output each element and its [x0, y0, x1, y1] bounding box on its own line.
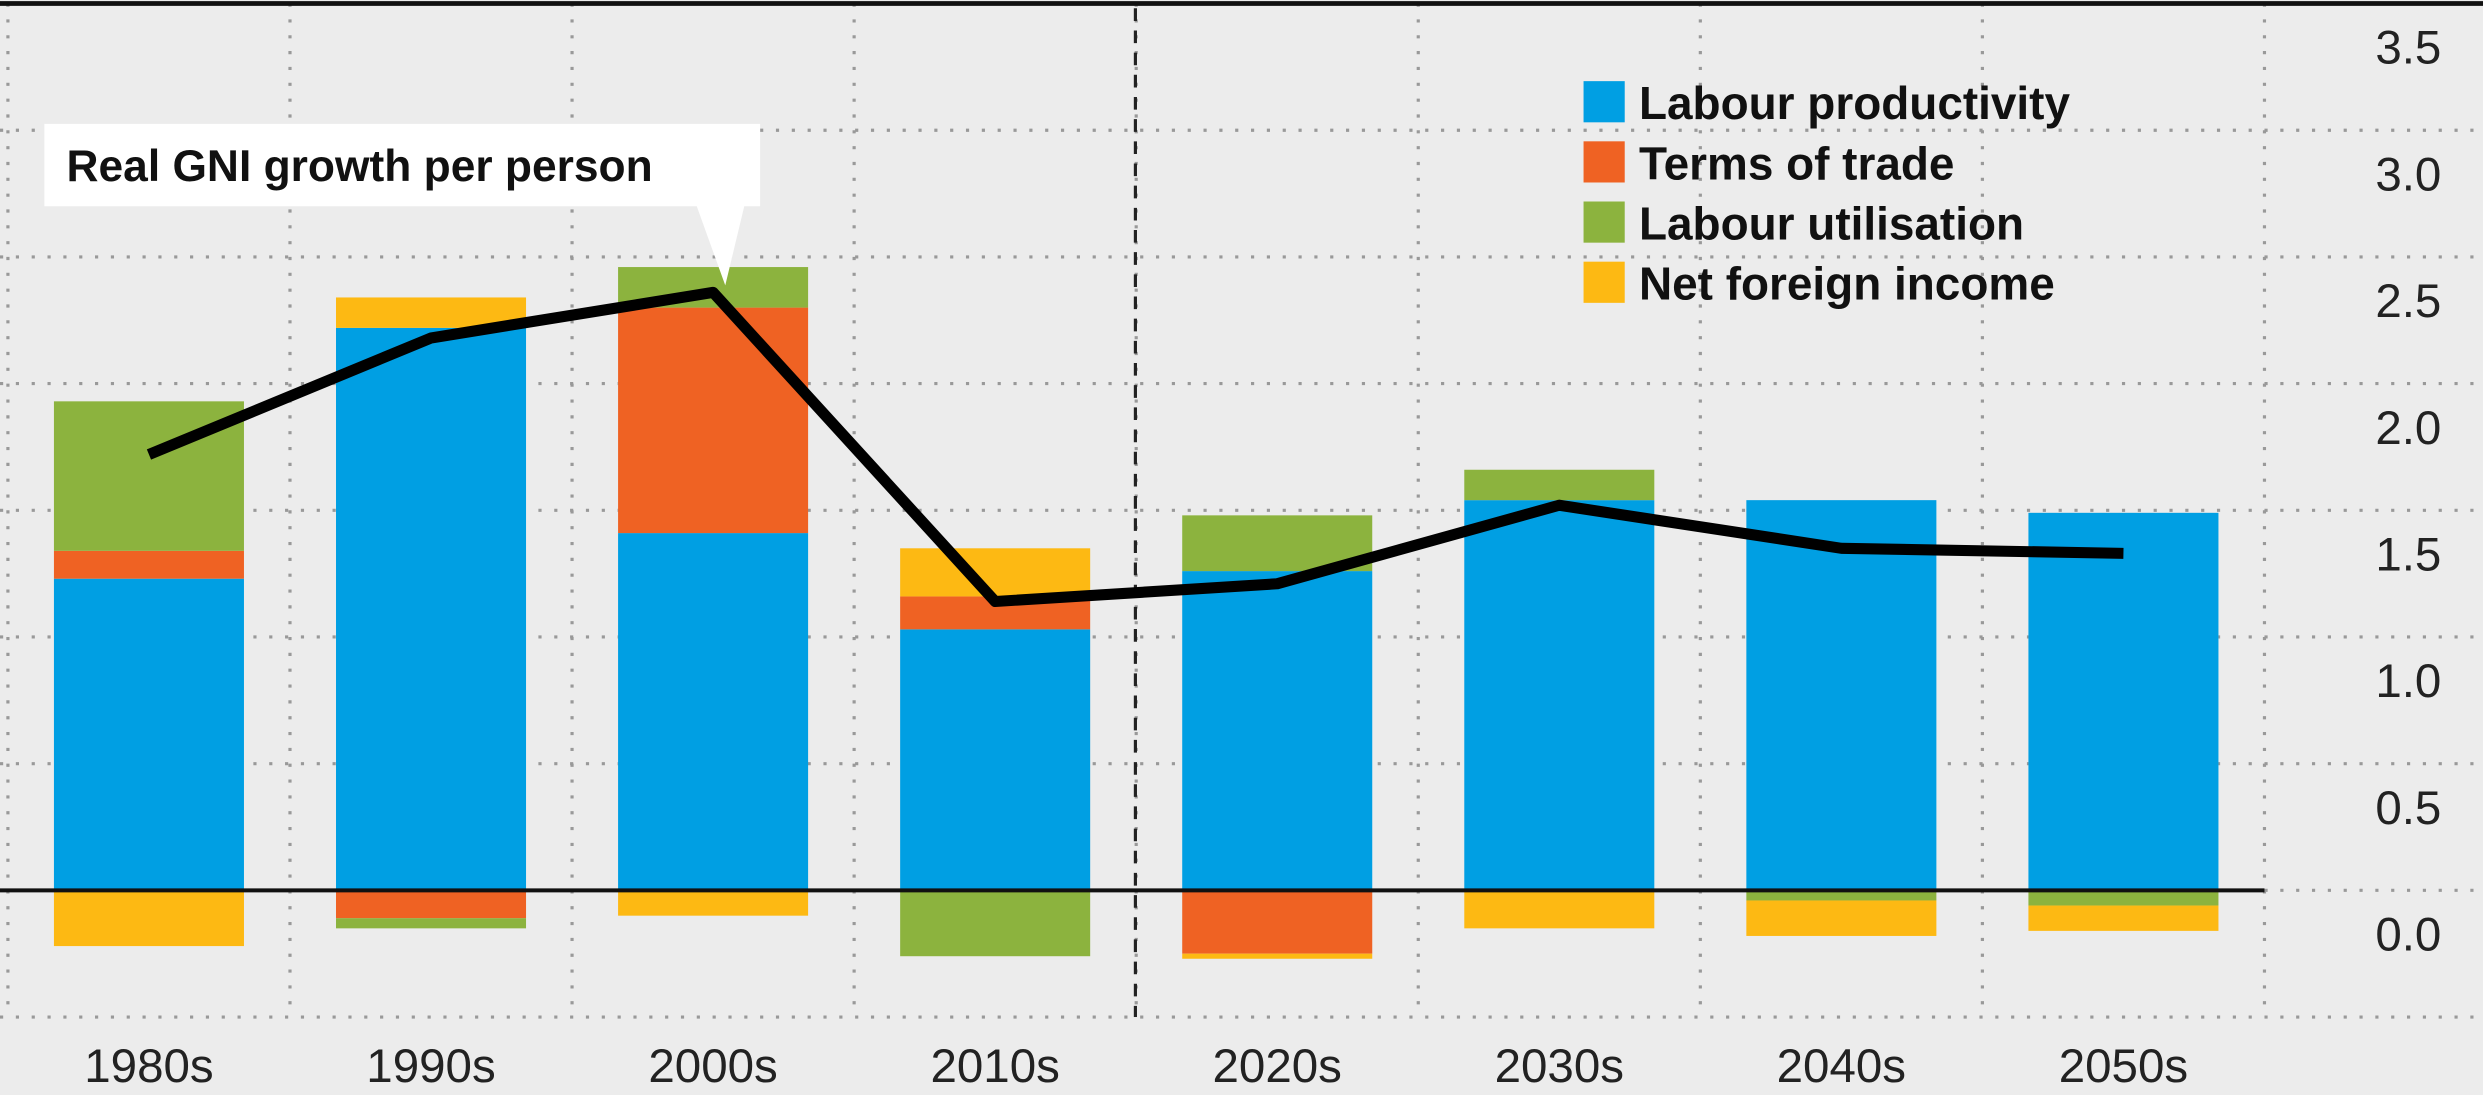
bars	[53, 267, 2219, 959]
bar-segment	[900, 629, 1091, 891]
x-tick-label: 2010s	[930, 1040, 1059, 1093]
legend-label: Terms of trade	[1639, 137, 1954, 189]
foreground: 0.0 0.5 1.0 1.5 2.0 2.5 3.0 3.5 1980s 1990s 2000s 2…	[0, 22, 2441, 1093]
x-tick-label: 2000s	[648, 1040, 777, 1093]
bar-segment	[1182, 571, 1373, 891]
bar-segment	[2028, 512, 2219, 891]
y-tick-label: 3.0	[2375, 148, 2441, 201]
bar-segment	[336, 918, 527, 929]
legend-swatch	[1583, 201, 1625, 243]
bar-segment	[1746, 500, 1937, 891]
x-tick-label: 2040s	[1777, 1040, 1906, 1093]
bar-segment	[53, 578, 244, 891]
y-tick-label: 2.5	[2375, 275, 2441, 328]
bar-segment	[618, 307, 809, 534]
bar-segment	[1182, 890, 1373, 954]
legend-swatch	[1583, 81, 1625, 123]
y-tick-label: 1.0	[2375, 655, 2441, 708]
bar-segment	[1464, 469, 1655, 501]
y-tick-label: 0.5	[2375, 782, 2441, 835]
bar-segment	[900, 548, 1091, 597]
bar-segment	[1746, 900, 1937, 936]
legend-label: Labour productivity	[1639, 77, 2070, 129]
legend-swatch	[1583, 261, 1625, 303]
callout-box	[44, 123, 761, 286]
y-tick-label: 2.0	[2375, 402, 2441, 455]
legend-swatch	[1583, 141, 1625, 183]
bar-segment	[336, 327, 527, 891]
bar-segment	[1182, 953, 1373, 959]
x-tick-label: 2050s	[2059, 1040, 2188, 1093]
y-tick-label: 1.5	[2375, 528, 2441, 581]
bar-segment	[618, 890, 809, 916]
legend-label: Net foreign income	[1639, 258, 2055, 310]
line-label: Real GNI growth per person	[67, 142, 653, 191]
x-tick-label: 1990s	[366, 1040, 495, 1093]
bar-segment	[53, 550, 244, 579]
x-tick-label: 1980s	[84, 1040, 213, 1093]
bar-segment	[1464, 890, 1655, 929]
legend-label: Labour utilisation	[1639, 198, 2024, 250]
x-tick-label: 2020s	[1213, 1040, 1342, 1093]
y-tick-label: 0.0	[2375, 909, 2441, 962]
bar-segment	[1746, 890, 1937, 901]
x-tick-label: 2030s	[1495, 1040, 1624, 1093]
bar-segment	[2028, 890, 2219, 906]
bar-segment	[2028, 905, 2219, 931]
gni-line	[146, 286, 2124, 608]
bar-segment	[336, 890, 527, 919]
bar-segment	[900, 890, 1091, 957]
bar-segment	[618, 533, 809, 891]
bar-segment	[1464, 500, 1655, 891]
y-tick-label: 3.5	[2375, 22, 2441, 75]
bar-segment	[53, 890, 244, 947]
